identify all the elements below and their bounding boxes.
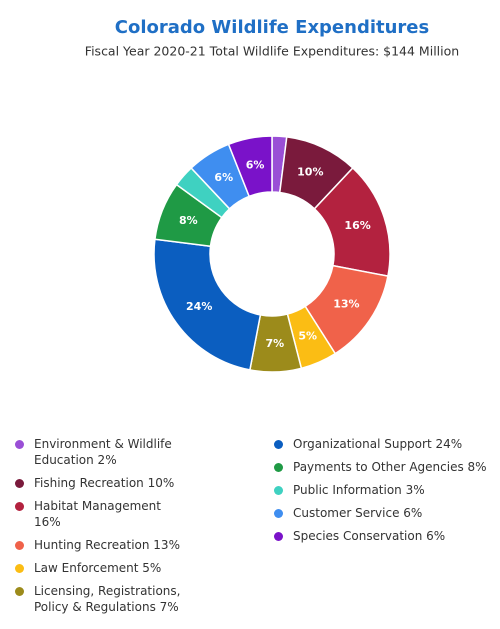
chart: Colorado Wildlife Expenditures Fiscal Ye… — [85, 17, 459, 373]
legend-column: Organizational Support 24% Payments to Ot… — [274, 436, 496, 544]
legend-swatch — [15, 479, 24, 488]
slice-label: 5% — [298, 330, 317, 343]
legend-item[interactable]: Species Conservation 6% — [274, 528, 496, 544]
legend-label: Environment & Wildlife Education 2% — [34, 437, 172, 467]
slice-label: 6% — [214, 171, 233, 184]
legend-label: Payments to Other Agencies 8% — [293, 460, 487, 474]
slice-label: 16% — [344, 219, 370, 232]
legend-item[interactable]: Organizational Support 24% — [274, 436, 496, 452]
slice-label: 13% — [333, 298, 359, 311]
legend-item[interactable]: Customer Service 6% — [274, 505, 496, 521]
legend-item[interactable]: Public Information 3% — [274, 482, 496, 498]
legend-item[interactable]: Licensing, Registrations, Policy & Regul… — [15, 583, 190, 615]
legend-item[interactable]: Habitat Management 16% — [15, 498, 190, 530]
legend-swatch — [274, 486, 283, 495]
slice-label: 7% — [265, 337, 284, 350]
legend-label: Public Information 3% — [293, 483, 425, 497]
legend-label: Hunting Recreation 13% — [34, 538, 180, 552]
legend-label: Law Enforcement 5% — [34, 561, 162, 575]
slice — [153, 238, 262, 371]
slice — [227, 135, 273, 198]
chart-title: Colorado Wildlife Expenditures — [115, 17, 429, 38]
slice-label: 6% — [246, 159, 265, 172]
legend-swatch — [15, 440, 24, 449]
legend-label: Fishing Recreation 10% — [34, 476, 175, 490]
legend-swatch — [15, 502, 24, 511]
legend-item[interactable]: Hunting Recreation 13% — [15, 537, 190, 553]
legend-label: Species Conservation 6% — [293, 529, 446, 543]
legend-label: Habitat Management 16% — [34, 499, 161, 529]
chart-subtitle: Fiscal Year 2020-21 Total Wildlife Expen… — [85, 44, 459, 59]
slice-label: 10% — [297, 166, 323, 179]
legend-label: Customer Service 6% — [293, 506, 423, 520]
legend-item[interactable]: Payments to Other Agencies 8% — [274, 459, 496, 475]
legend-swatch — [274, 440, 283, 449]
legend-item[interactable]: Law Enforcement 5% — [15, 560, 190, 576]
legend-swatch — [15, 564, 24, 573]
slice-label: 8% — [179, 214, 198, 227]
slice-label: 24% — [186, 300, 212, 313]
legend-item[interactable]: Environment & Wildlife Education 2% — [15, 436, 190, 468]
legend-label: Organizational Support 24% — [293, 437, 463, 451]
legend-column: Environment & Wildlife Education 2% Fishi… — [15, 436, 190, 615]
legend-item[interactable]: Fishing Recreation 10% — [15, 475, 190, 491]
legend-swatch — [15, 541, 24, 550]
legend-swatch — [274, 463, 283, 472]
legend-label: Licensing, Registrations, Policy & Regul… — [34, 584, 181, 614]
legend-swatch — [274, 532, 283, 541]
legend-swatch — [274, 509, 283, 518]
legend-swatch — [15, 587, 24, 596]
